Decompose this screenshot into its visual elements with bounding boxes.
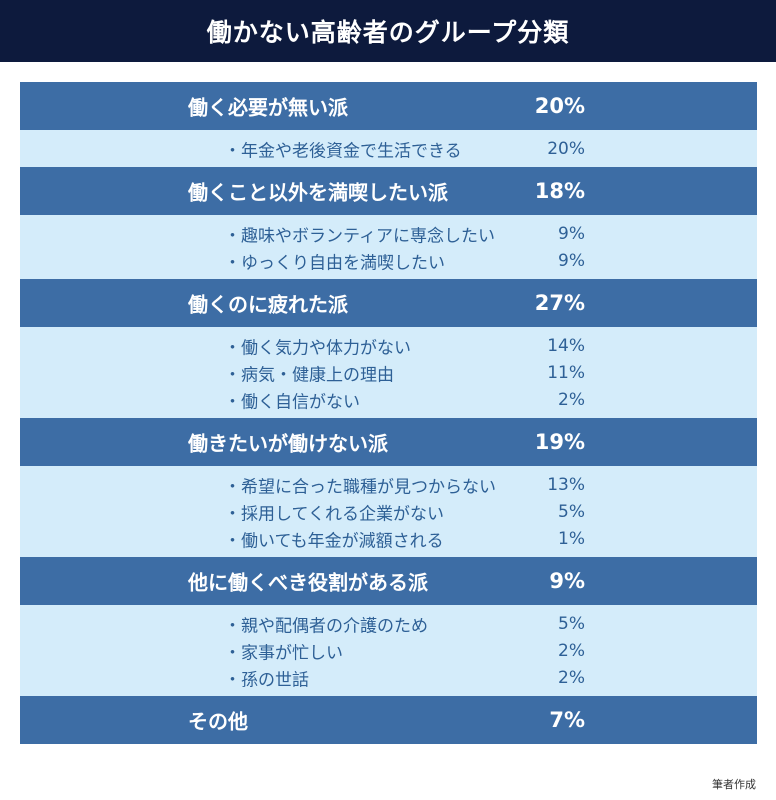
group-percent: 18% [534,179,585,203]
item-label: ・ゆっくり自由を満喫したい [224,253,445,273]
item-row: ・働いても年金が減額される 1% [20,525,757,552]
item-row: ・家事が忙しい 2% [20,637,757,664]
item-label: ・働いても年金が減額される [224,531,444,551]
group-header: 他に働くべき役割がある派 9% [20,557,757,605]
item-row: ・孫の世話 2% [20,664,757,691]
item-row: ・ゆっくり自由を満喫したい 9% [20,247,757,274]
item-row: ・採用してくれる企業がない 5% [20,498,757,525]
item-row: ・趣味やボランティアに専念したい 9% [20,220,757,247]
group-percent: 7% [549,708,585,732]
source-credit: 筆者作成 [712,778,756,791]
group-name: 他に働くべき役割がある派 [188,570,428,595]
group-items: ・年金や老後資金で生活できる 20% [20,130,757,167]
group-table: 働く必要が無い派 20% ・年金や老後資金で生活できる 20% 働くこと以外を満喫したい… [20,82,757,744]
group-items: ・働く気力や体力がない 14% ・病気・健康上の理由 11% ・働く自信がない 2% [20,327,757,418]
item-percent: 9% [558,250,585,271]
item-row: ・希望に合った職種が見つからない 13% [20,471,757,498]
group-percent: 20% [534,94,585,118]
item-label: ・親や配偶者の介護のため [224,616,428,636]
group-name: その他 [188,709,248,734]
item-percent: 2% [558,389,585,410]
group-percent: 27% [534,291,585,315]
item-label: ・希望に合った職種が見つからない [224,477,496,497]
group-items: ・親や配偶者の介護のため 5% ・家事が忙しい 2% ・孫の世話 2% [20,605,757,696]
item-label: ・趣味やボランティアに専念したい [224,226,495,246]
group-name: 働く必要が無い派 [188,95,348,120]
item-percent: 5% [558,613,585,634]
group-items: ・趣味やボランティアに専念したい 9% ・ゆっくり自由を満喫したい 9% [20,215,757,279]
group-name: 働くこと以外を満喫したい派 [188,180,448,205]
item-percent: 14% [547,335,585,356]
group-percent: 19% [534,430,585,454]
item-label: ・年金や老後資金で生活できる [224,141,462,161]
group-name: 働きたいが働けない派 [188,431,388,456]
item-percent: 9% [558,223,585,244]
item-row: ・親や配偶者の介護のため 5% [20,610,757,637]
group-header: その他 7% [20,696,757,744]
item-row: ・働く自信がない 2% [20,386,757,413]
group-name: 働くのに疲れた派 [188,292,348,317]
item-percent: 11% [547,362,585,383]
item-label: ・孫の世話 [224,670,309,690]
item-row: ・年金や老後資金で生活できる 20% [20,135,757,162]
group-items: ・希望に合った職種が見つからない 13% ・採用してくれる企業がない 5% ・働いても年… [20,466,757,557]
item-row: ・働く気力や体力がない 14% [20,332,757,359]
item-label: ・家事が忙しい [224,643,343,663]
page-title: 働かない高齢者のグループ分類 [206,18,570,47]
item-label: ・採用してくれる企業がない [224,504,444,524]
group-header: 働きたいが働けない派 19% [20,418,757,466]
item-percent: 1% [558,528,585,549]
item-percent: 2% [558,667,585,688]
item-label: ・病気・健康上の理由 [224,365,394,385]
page-title-bar: 働かない高齢者のグループ分類 [0,0,776,62]
group-header: 働くこと以外を満喫したい派 18% [20,167,757,215]
group-header: 働く必要が無い派 20% [20,82,757,130]
group-percent: 9% [549,569,585,593]
item-percent: 2% [558,640,585,661]
item-label: ・働く気力や体力がない [224,338,411,358]
item-percent: 20% [547,138,585,159]
item-label: ・働く自信がない [224,392,360,412]
item-row: ・病気・健康上の理由 11% [20,359,757,386]
item-percent: 5% [558,501,585,522]
group-header: 働くのに疲れた派 27% [20,279,757,327]
item-percent: 13% [547,474,585,495]
